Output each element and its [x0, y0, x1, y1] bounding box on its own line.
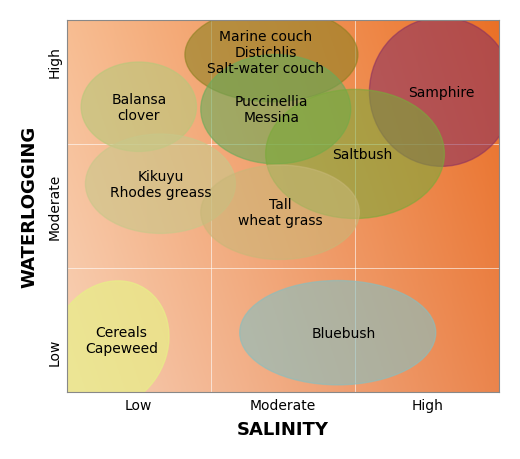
Text: Marine couch
Distichlis
Salt-water couch: Marine couch Distichlis Salt-water couch [207, 30, 324, 76]
Text: Saltbush: Saltbush [332, 148, 393, 162]
Text: Bluebush: Bluebush [311, 326, 375, 340]
Ellipse shape [185, 8, 358, 102]
Ellipse shape [51, 281, 169, 409]
Ellipse shape [266, 90, 445, 219]
Text: Balansa
clover: Balansa clover [111, 92, 166, 123]
Text: Puccinellia
Messina: Puccinellia Messina [235, 95, 308, 125]
Ellipse shape [369, 18, 514, 167]
Ellipse shape [201, 166, 359, 260]
Ellipse shape [201, 56, 350, 164]
X-axis label: SALINITY: SALINITY [237, 420, 329, 438]
Y-axis label: WATERLOGGING: WATERLOGGING [21, 126, 39, 287]
Ellipse shape [81, 63, 197, 152]
Text: Cereals
Capeweed: Cereals Capeweed [85, 325, 158, 355]
Text: Samphire: Samphire [408, 86, 475, 100]
Ellipse shape [85, 135, 236, 234]
Text: Kikuyu
Rhodes greass: Kikuyu Rhodes greass [110, 169, 211, 199]
Text: Tall
wheat grass: Tall wheat grass [238, 198, 322, 228]
Ellipse shape [240, 281, 436, 385]
